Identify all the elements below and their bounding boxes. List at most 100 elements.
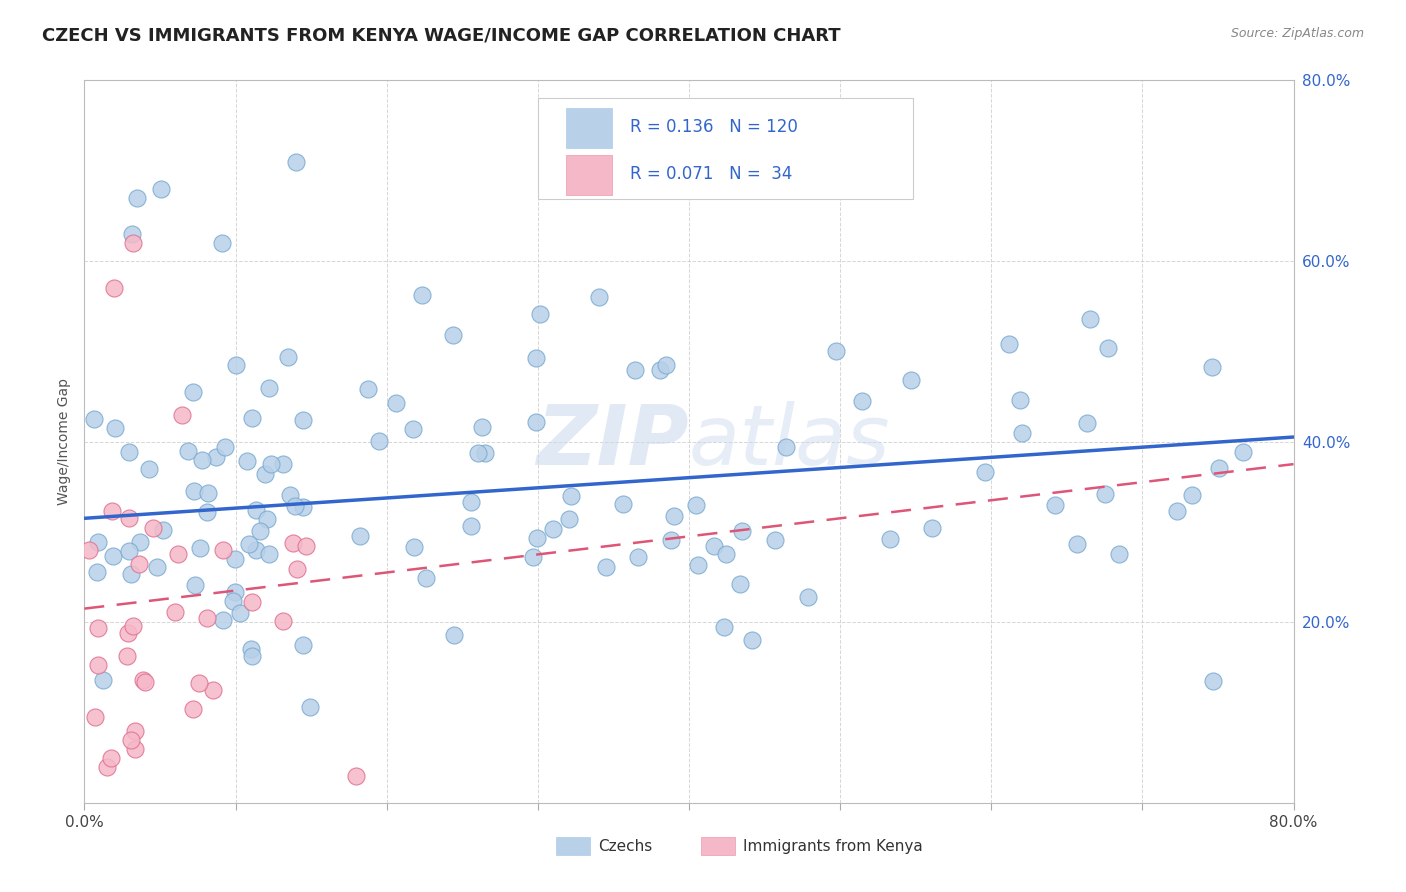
Point bbox=[1108, 547, 1130, 561]
Point bbox=[349, 528, 371, 542]
Point bbox=[595, 560, 617, 574]
Point bbox=[101, 549, 124, 564]
Point bbox=[731, 524, 754, 539]
Point bbox=[205, 450, 228, 464]
Point bbox=[1094, 487, 1116, 501]
Point bbox=[122, 619, 145, 633]
FancyBboxPatch shape bbox=[538, 98, 912, 200]
Point bbox=[84, 710, 107, 724]
Point bbox=[259, 381, 281, 395]
Point bbox=[238, 536, 260, 550]
FancyBboxPatch shape bbox=[565, 108, 612, 147]
Point bbox=[129, 534, 152, 549]
Point bbox=[824, 343, 846, 358]
Point bbox=[183, 578, 205, 592]
Point bbox=[851, 393, 873, 408]
Point bbox=[259, 547, 281, 561]
Point bbox=[662, 509, 685, 524]
Text: Immigrants from Kenya: Immigrants from Kenya bbox=[744, 838, 924, 854]
Point bbox=[1097, 341, 1119, 355]
Point bbox=[921, 521, 943, 535]
Point bbox=[181, 702, 204, 716]
Point bbox=[195, 611, 218, 625]
Point bbox=[1181, 488, 1204, 502]
Point bbox=[245, 502, 267, 516]
Text: Czechs: Czechs bbox=[599, 838, 652, 854]
Point bbox=[239, 641, 262, 656]
Point bbox=[120, 567, 142, 582]
Point bbox=[344, 769, 367, 783]
Point bbox=[474, 446, 496, 460]
Point bbox=[134, 674, 156, 689]
Point bbox=[974, 465, 997, 479]
Point bbox=[121, 732, 143, 747]
Point bbox=[541, 522, 564, 536]
Point bbox=[763, 533, 786, 547]
Point bbox=[298, 699, 321, 714]
Text: CZECH VS IMMIGRANTS FROM KENYA WAGE/INCOME GAP CORRELATION CHART: CZECH VS IMMIGRANTS FROM KENYA WAGE/INCO… bbox=[42, 27, 841, 45]
Point bbox=[278, 488, 301, 502]
Point bbox=[522, 549, 544, 564]
Point bbox=[222, 593, 245, 607]
Point bbox=[524, 415, 547, 429]
Point bbox=[1208, 461, 1230, 475]
Point bbox=[211, 235, 233, 250]
Point bbox=[150, 182, 173, 196]
Point bbox=[703, 539, 725, 553]
Point bbox=[728, 577, 751, 591]
Point bbox=[115, 649, 138, 664]
Point bbox=[1076, 416, 1098, 430]
Point bbox=[713, 620, 735, 634]
Point bbox=[128, 557, 150, 571]
Point bbox=[240, 648, 263, 663]
Point bbox=[524, 351, 547, 365]
Point bbox=[627, 549, 650, 564]
Point bbox=[245, 543, 267, 558]
Point bbox=[558, 512, 581, 526]
Point bbox=[588, 290, 610, 304]
Point bbox=[240, 595, 263, 609]
Point bbox=[685, 498, 707, 512]
Point bbox=[224, 552, 246, 566]
Point bbox=[260, 458, 283, 472]
Point bbox=[1166, 504, 1188, 518]
Point bbox=[284, 154, 307, 169]
Point bbox=[211, 613, 233, 627]
Point bbox=[142, 521, 165, 535]
Point bbox=[177, 443, 200, 458]
Point bbox=[741, 633, 763, 648]
Point bbox=[91, 673, 114, 687]
Point bbox=[292, 412, 315, 426]
Text: R = 0.071   N =  34: R = 0.071 N = 34 bbox=[630, 165, 792, 183]
Point bbox=[167, 547, 190, 561]
Point bbox=[1066, 537, 1088, 551]
Point bbox=[1078, 312, 1101, 326]
FancyBboxPatch shape bbox=[702, 837, 735, 855]
Point bbox=[125, 191, 148, 205]
Point bbox=[357, 382, 380, 396]
Point bbox=[1232, 445, 1254, 459]
Point bbox=[775, 440, 797, 454]
Point bbox=[197, 486, 219, 500]
Point bbox=[212, 543, 235, 558]
Point bbox=[152, 524, 174, 538]
Point bbox=[172, 409, 194, 423]
Point bbox=[1201, 359, 1223, 374]
Point bbox=[190, 453, 212, 467]
Point bbox=[240, 410, 263, 425]
Point bbox=[273, 614, 295, 628]
FancyBboxPatch shape bbox=[555, 837, 589, 855]
Point bbox=[285, 562, 308, 576]
Point bbox=[879, 532, 901, 546]
Point bbox=[441, 328, 464, 343]
Point bbox=[402, 422, 425, 436]
Point bbox=[195, 505, 218, 519]
Point bbox=[236, 454, 259, 468]
Y-axis label: Wage/Income Gap: Wage/Income Gap bbox=[58, 378, 72, 505]
Point bbox=[443, 628, 465, 642]
Point bbox=[1010, 393, 1032, 408]
Point bbox=[87, 535, 110, 549]
Point bbox=[100, 750, 122, 764]
Point bbox=[249, 524, 271, 538]
Point bbox=[138, 462, 160, 476]
